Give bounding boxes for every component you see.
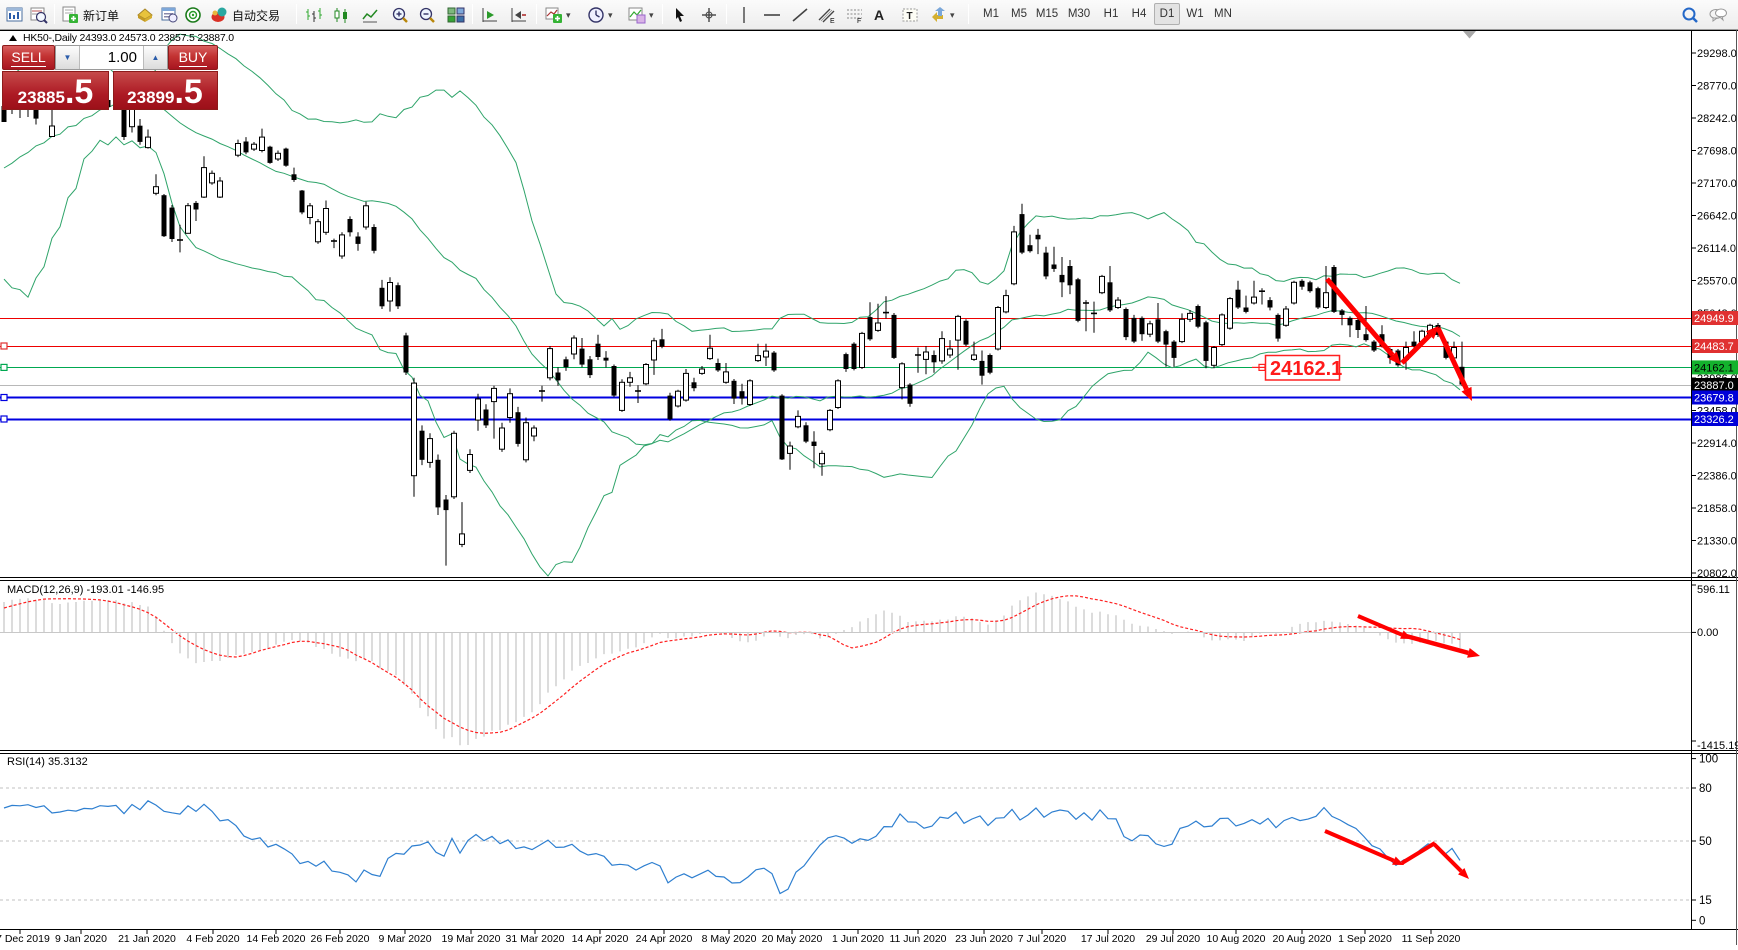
svg-text:1 Jun 2020: 1 Jun 2020 (832, 933, 884, 945)
svg-text:24162.1: 24162.1 (1694, 362, 1734, 374)
svg-text:27 Dec 2019: 27 Dec 2019 (0, 933, 50, 945)
svg-text:10 Aug 2020: 10 Aug 2020 (1207, 933, 1266, 945)
svg-text:28242.0: 28242.0 (1697, 113, 1737, 125)
svg-text:25570.0: 25570.0 (1697, 276, 1737, 288)
svg-text:T: T (907, 11, 913, 22)
svg-text:23679.8: 23679.8 (1694, 393, 1734, 405)
svg-text:17 Jul 2020: 17 Jul 2020 (1081, 933, 1135, 945)
svg-text:21330.0: 21330.0 (1697, 536, 1737, 548)
svg-text:100: 100 (1699, 754, 1718, 766)
svg-text:20 Aug 2020: 20 Aug 2020 (1273, 933, 1332, 945)
svg-text:HK50-,Daily 24393.0 24573.0 2: HK50-,Daily 24393.0 24573.0 23857.5 2388… (23, 32, 234, 44)
svg-text:9 Jan 2020: 9 Jan 2020 (55, 933, 107, 945)
svg-text:RSI(14) 35.3132: RSI(14) 35.3132 (7, 756, 88, 768)
svg-text:9 Mar 2020: 9 Mar 2020 (378, 933, 431, 945)
svg-text:24949.9: 24949.9 (1694, 313, 1734, 325)
svg-text:20802.0: 20802.0 (1697, 568, 1737, 580)
svg-text:7 Jul 2020: 7 Jul 2020 (1018, 933, 1067, 945)
svg-text:29298.0: 29298.0 (1697, 48, 1737, 60)
svg-text:20 May 2020: 20 May 2020 (762, 933, 823, 945)
svg-text:14 Feb 2020: 14 Feb 2020 (247, 933, 306, 945)
svg-text:-1415.19: -1415.19 (1697, 740, 1738, 752)
svg-text:596.11: 596.11 (1697, 584, 1730, 596)
svg-text:27698.0: 27698.0 (1697, 146, 1737, 158)
svg-text:19 Mar 2020: 19 Mar 2020 (442, 933, 501, 945)
svg-text:MACD(12,26,9) -193.01 -146.95: MACD(12,26,9) -193.01 -146.95 (7, 584, 164, 596)
svg-text:1 Sep 2020: 1 Sep 2020 (1338, 933, 1392, 945)
svg-text:21 Jan 2020: 21 Jan 2020 (118, 933, 176, 945)
svg-text:23 Jun 2020: 23 Jun 2020 (955, 933, 1013, 945)
svg-text:22386.0: 22386.0 (1697, 471, 1737, 483)
svg-text:4 Feb 2020: 4 Feb 2020 (186, 933, 239, 945)
svg-text:28770.0: 28770.0 (1697, 81, 1737, 93)
svg-text:29 Jul 2020: 29 Jul 2020 (1146, 933, 1200, 945)
svg-text:24162.1: 24162.1 (1270, 358, 1342, 380)
svg-text:24483.7: 24483.7 (1694, 341, 1734, 353)
svg-text:11 Sep 2020: 11 Sep 2020 (1402, 933, 1461, 945)
svg-text:50: 50 (1699, 836, 1712, 848)
svg-text:27170.0: 27170.0 (1697, 178, 1737, 190)
svg-text:23887.0: 23887.0 (1694, 380, 1734, 392)
svg-text:24 Apr 2020: 24 Apr 2020 (636, 933, 693, 945)
svg-text:15: 15 (1699, 895, 1712, 907)
svg-text:26642.0: 26642.0 (1697, 211, 1737, 223)
svg-text:26 Feb 2020: 26 Feb 2020 (311, 933, 370, 945)
svg-text:8 May 2020: 8 May 2020 (702, 933, 757, 945)
svg-text:80: 80 (1699, 783, 1712, 795)
svg-text:23326.2: 23326.2 (1694, 414, 1734, 426)
svg-text:0.00: 0.00 (1697, 627, 1718, 639)
svg-text:14 Apr 2020: 14 Apr 2020 (572, 933, 629, 945)
svg-text:22914.0: 22914.0 (1697, 438, 1737, 450)
svg-text:21858.0: 21858.0 (1697, 503, 1737, 515)
svg-text:11 Jun 2020: 11 Jun 2020 (889, 933, 946, 945)
svg-text:0: 0 (1699, 915, 1705, 927)
svg-text:26114.0: 26114.0 (1697, 243, 1736, 255)
svg-text:F: F (857, 18, 861, 24)
svg-text:31 Mar 2020: 31 Mar 2020 (506, 933, 565, 945)
svg-text:E: E (830, 18, 835, 24)
